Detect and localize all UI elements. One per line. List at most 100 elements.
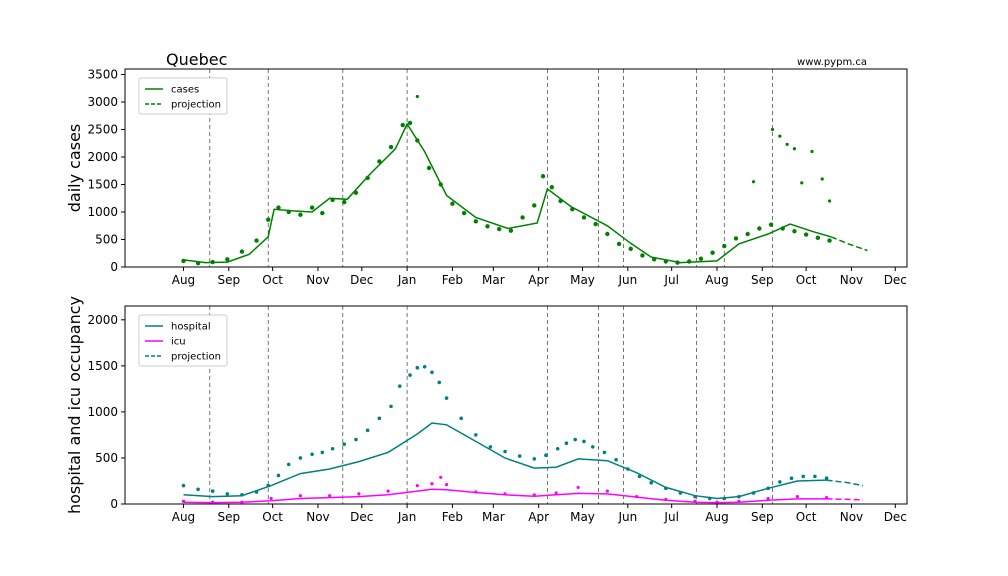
- case-data-point: [540, 174, 546, 179]
- case-data-point: [605, 231, 610, 237]
- x-tick-label: Jun: [617, 510, 637, 524]
- x-tick-label: Dec: [350, 273, 373, 287]
- daily-cases-panel: 0 500 1000 1500 2000 2500 3000 3500 Aug Sep Oct Nov…: [65, 68, 908, 287]
- y-axis-label: hospital and icu occupancy: [65, 296, 84, 514]
- hospital-data-point: [397, 384, 402, 388]
- case-data-point: [640, 253, 645, 258]
- case-outlier-point: [820, 177, 824, 181]
- hospital-data-point: [225, 492, 230, 496]
- hospital-data-point: [637, 474, 642, 479]
- y-tick-label: 500: [95, 451, 118, 465]
- hospital-data-point: [389, 404, 393, 409]
- x-tick-label: Feb: [442, 510, 463, 524]
- case-data-point: [803, 232, 809, 237]
- y-tick-label: 2000: [87, 313, 118, 327]
- case-data-point: [710, 250, 715, 255]
- icu-data-point: [357, 492, 361, 496]
- case-data-point: [225, 257, 230, 262]
- icu-data-point: [766, 496, 770, 501]
- x-tick-label: Nov: [306, 273, 329, 287]
- hospital-data-point: [310, 452, 314, 457]
- x-tick-label: Dec: [350, 510, 373, 524]
- case-data-point: [532, 203, 537, 208]
- case-data-point: [320, 210, 325, 216]
- case-data-point: [628, 246, 633, 252]
- hospital-data-point: [444, 396, 449, 400]
- x-tick-label: Apr: [528, 510, 549, 524]
- hospital-data-point: [408, 373, 412, 377]
- hospital-data-point: [459, 416, 463, 421]
- x-tick-label: Jan: [397, 510, 417, 524]
- hospital-data-point: [614, 457, 618, 462]
- case-outlier-point: [770, 127, 775, 132]
- x-tick-label: Dec: [884, 273, 907, 287]
- y-tick-label: 0: [110, 260, 118, 274]
- x-tick-label: Dec: [884, 510, 907, 524]
- hospital-data-point: [801, 474, 806, 479]
- hospital-data-point: [813, 474, 817, 479]
- y-tick-label: 1500: [87, 359, 118, 373]
- case-data-point: [450, 201, 455, 206]
- icu-data-point: [554, 491, 558, 495]
- x-tick-label: Aug: [705, 510, 728, 524]
- hospital-data-point: [365, 428, 370, 433]
- x-tick-label: Nov: [306, 510, 329, 524]
- x-tick-label: Sep: [751, 273, 774, 287]
- axes-frame: [124, 68, 908, 268]
- hospital-data-point: [602, 450, 607, 455]
- icu-data-point: [269, 496, 273, 501]
- case-data-point: [581, 215, 587, 220]
- x-tick-label: Feb: [442, 273, 463, 287]
- case-data-point: [496, 226, 502, 232]
- case-data-point: [298, 212, 303, 217]
- y-tick-label: 2000: [87, 150, 118, 164]
- series-line: [183, 122, 832, 264]
- case-data-point: [815, 235, 821, 241]
- x-tick-label: Mar: [482, 273, 505, 287]
- case-data-point: [407, 120, 413, 126]
- y-tick-label: 500: [95, 233, 118, 247]
- hospital-data-point: [503, 449, 507, 454]
- y-tick-label: 1500: [87, 178, 118, 192]
- case-outlier-point: [785, 142, 789, 146]
- y-axis-label: daily cases: [65, 124, 84, 213]
- hospital-data-point: [298, 456, 303, 460]
- x-tick-label: May: [570, 273, 595, 287]
- icu-data-point: [415, 483, 419, 488]
- x-tick-label: Sep: [217, 273, 240, 287]
- case-data-point: [792, 229, 797, 234]
- x-tick-label: Oct: [796, 273, 817, 287]
- x-tick-label: Jun: [617, 273, 637, 287]
- series-line: [826, 479, 864, 487]
- icu-data-point: [576, 485, 580, 490]
- y-tick-label: 0: [110, 497, 118, 511]
- hospital-data-point: [354, 437, 358, 442]
- case-data-point: [745, 231, 750, 237]
- case-data-point: [827, 238, 832, 243]
- x-tick-label: May: [570, 510, 595, 524]
- hospital-data-point: [415, 365, 420, 370]
- hospital-data-point: [437, 380, 442, 385]
- y-tick-label: 3500: [87, 68, 118, 82]
- case-outlier-point: [778, 134, 782, 138]
- case-outlier-point: [415, 94, 419, 99]
- icu-data-point: [430, 482, 434, 486]
- case-data-point: [309, 205, 315, 210]
- x-tick-label: Sep: [751, 510, 774, 524]
- x-tick-label: Jul: [663, 510, 678, 524]
- case-data-point: [733, 236, 739, 241]
- case-outlier-point: [827, 199, 832, 203]
- hospital-data-point: [276, 473, 281, 478]
- y-tick-label: 2500: [87, 123, 118, 137]
- series-line: [830, 236, 868, 252]
- legend-label: icu: [171, 337, 186, 348]
- case-data-point: [485, 224, 490, 229]
- hospital-data-point: [196, 487, 200, 492]
- case-data-point: [377, 159, 382, 164]
- hospital-data-point: [789, 476, 794, 481]
- case-data-point: [616, 241, 622, 247]
- hospital-data-point: [517, 454, 522, 458]
- case-data-point: [508, 228, 514, 233]
- case-data-point: [520, 215, 525, 220]
